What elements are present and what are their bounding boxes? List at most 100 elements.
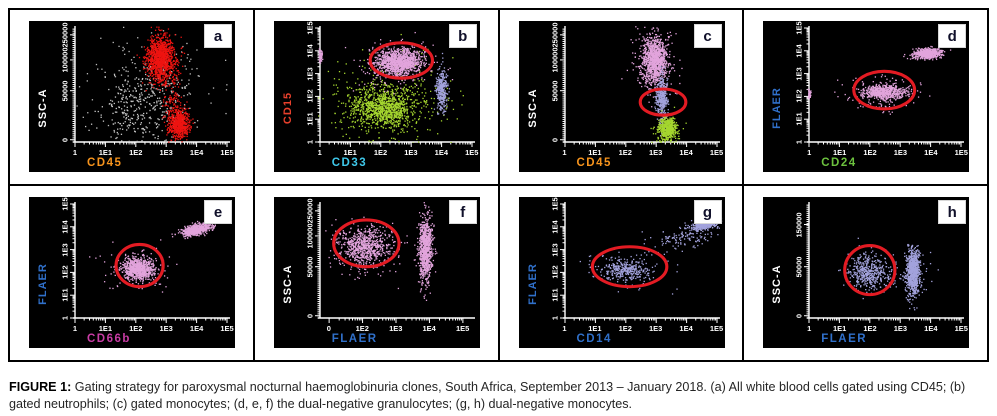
y-axis-label-b: CD15: [281, 91, 294, 124]
y-axis-label-g: FLAER: [526, 262, 539, 305]
x-tick-label: 1E3: [389, 324, 403, 333]
x-tick-label: 1E4: [189, 148, 204, 157]
figure-cell-f: 0 50000 100000 250000 0 1E2 1E3 1E4 1E5 SSC-A FLAE…: [254, 186, 498, 360]
x-tick-label: 1: [562, 148, 567, 157]
y-axis-label-h: SSC-A: [771, 264, 784, 304]
figure-caption-text: Gating strategy for paroxysmal nocturnal…: [9, 379, 966, 411]
flow-panel-f: 0 50000 100000 250000 0 1E2 1E3 1E4 1E5 SSC-A FLAE…: [273, 197, 480, 348]
scatter-plot-h: [763, 197, 970, 348]
x-axis-label-d: CD24: [821, 157, 857, 169]
y-tick-label: 1E4: [60, 220, 70, 234]
x-tick-label: 1E4: [924, 148, 938, 157]
x-tick-label: 1E5: [220, 324, 234, 333]
y-tick-label: 1: [550, 315, 559, 321]
scatter-plot-f: [273, 197, 480, 348]
y-tick-label: 1E2: [305, 89, 315, 104]
y-tick-label: 1E1: [305, 112, 315, 126]
flow-panel-a: 0 50000 100000 250000 1 1E1 1E2 1E3 1E4 1E5 SSC-A C…: [29, 21, 235, 172]
y-tick-label: 1E5: [794, 21, 804, 35]
y-tick-label: 50000: [794, 256, 804, 278]
x-tick-label: 1E3: [159, 148, 173, 157]
x-tick-label: 1E5: [954, 148, 968, 157]
x-tick-label: 1E2: [863, 148, 877, 157]
x-tick-label: 1E3: [404, 148, 418, 157]
x-tick-label: 1E1: [832, 324, 847, 333]
x-tick-label: 1E1: [588, 148, 602, 157]
x-tick-label: 1E3: [893, 148, 908, 157]
x-tick-label: 1: [562, 324, 567, 333]
y-axis-label-c: SSC-A: [526, 88, 539, 128]
figure-cell-g: 1 1E1 1E2 1E3 1E4 1E5 1 1E1 1E2 1E3 1E4 1E5 FLAER CD1…: [499, 186, 743, 360]
figure-cell-a: 0 50000 100000 250000 1 1E1 1E2 1E3 1E4 1E5 SSC-A C…: [10, 10, 253, 184]
scatter-plot-g: [518, 197, 725, 348]
x-tick-label: 1E2: [373, 148, 388, 157]
y-tick-label: 1E3: [794, 66, 804, 81]
x-tick-label: 0: [326, 324, 331, 333]
scatter-plot-a: [29, 21, 235, 172]
x-tick-label: 1E4: [679, 148, 693, 157]
y-tick-label: 1: [305, 139, 315, 145]
x-tick-label: 1: [317, 148, 322, 157]
x-tick-label: 1E4: [422, 324, 436, 333]
flow-panel-d: 1 1E1 1E2 1E3 1E4 1E5 1 1E1 1E2 1E3 1E4 1E5 FLAER CD2…: [763, 21, 970, 172]
x-axis-label-c: CD45: [576, 157, 612, 169]
scatter-plot-c: [518, 21, 725, 172]
y-tick-label: 1E5: [550, 197, 559, 211]
y-tick-label: 50000: [550, 80, 559, 102]
panel-letter-h: h: [938, 200, 967, 224]
x-tick-label: 1E1: [588, 324, 602, 333]
x-tick-label: 1E2: [129, 324, 143, 333]
y-axis-label-d: FLAER: [771, 86, 784, 129]
figure-border: 0 50000 100000 250000 1 1E1 1E2 1E3 1E4 1E5 SSC-A C…: [8, 8, 989, 362]
x-tick-label: 1E3: [893, 324, 908, 333]
y-tick-label: 0: [305, 313, 315, 318]
x-tick-label: 1E5: [465, 148, 479, 157]
panel-grid: 0 50000 100000 250000 1 1E1 1E2 1E3 1E4 1E5 SSC-A C…: [10, 10, 987, 360]
y-tick-label: 0: [794, 313, 804, 318]
x-axis-label-e: CD66b: [87, 333, 131, 345]
y-tick-label: 50000: [60, 80, 70, 102]
x-tick-label: 1E4: [924, 324, 938, 333]
x-tick-label: 1: [72, 148, 78, 157]
y-tick-label: 50000: [305, 256, 315, 278]
panel-letter-c: c: [693, 24, 722, 48]
y-axis-label-a: SSC-A: [37, 88, 49, 128]
x-axis-label-b: CD33: [331, 157, 368, 169]
scatter-plot-b: [273, 21, 480, 172]
x-tick-label: 1E2: [863, 324, 877, 333]
y-tick-label: 1E5: [60, 197, 70, 211]
x-tick-label: 1E4: [679, 324, 693, 333]
x-tick-label: 1E5: [954, 324, 968, 333]
x-axis-label-h: FLAER: [821, 333, 868, 345]
y-tick-label: 1E3: [550, 242, 559, 257]
figure-cell-h: 0 50000 150000 1 1E1 1E2 1E3 1E4 1E5 SSC-A FLAER h: [744, 186, 987, 360]
x-tick-label: 1E5: [220, 148, 234, 157]
y-tick-label: 100000: [305, 223, 315, 249]
y-tick-label: 250000: [60, 22, 70, 48]
y-tick-label: 250000: [550, 22, 559, 48]
flow-panel-c: 0 50000 100000 250000 1 1E1 1E2 1E3 1E4 1E5 SSC-A C…: [518, 21, 725, 172]
y-tick-label: 1E4: [305, 44, 315, 58]
y-tick-label: 1E1: [550, 288, 559, 302]
panel-letter-d: d: [938, 24, 967, 48]
panel-letter-g: g: [693, 200, 722, 224]
x-tick-label: 1E2: [618, 324, 632, 333]
figure-cell-d: 1 1E1 1E2 1E3 1E4 1E5 1 1E1 1E2 1E3 1E4 1E5 FLAER CD2…: [744, 10, 987, 184]
panel-letter-f: f: [448, 200, 477, 224]
x-tick-label: 1E2: [355, 324, 369, 333]
figure-caption: FIGURE 1: Gating strategy for paroxysmal…: [9, 379, 989, 414]
y-tick-label: 1E2: [550, 265, 559, 280]
figure-caption-label: FIGURE 1:: [9, 379, 72, 394]
x-axis-label-g: CD14: [576, 333, 612, 345]
x-tick-label: 1: [807, 148, 812, 157]
y-tick-label: 1E1: [794, 112, 804, 126]
x-tick-label: 1E5: [709, 148, 724, 157]
x-tick-label: 1E2: [129, 148, 143, 157]
x-tick-label: 1E3: [159, 324, 173, 333]
y-tick-label: 1: [794, 139, 804, 145]
x-tick-label: 1: [807, 324, 812, 333]
y-tick-label: 1E4: [794, 44, 804, 58]
x-tick-label: 1E3: [649, 324, 663, 333]
y-tick-label: 1E2: [794, 89, 804, 104]
